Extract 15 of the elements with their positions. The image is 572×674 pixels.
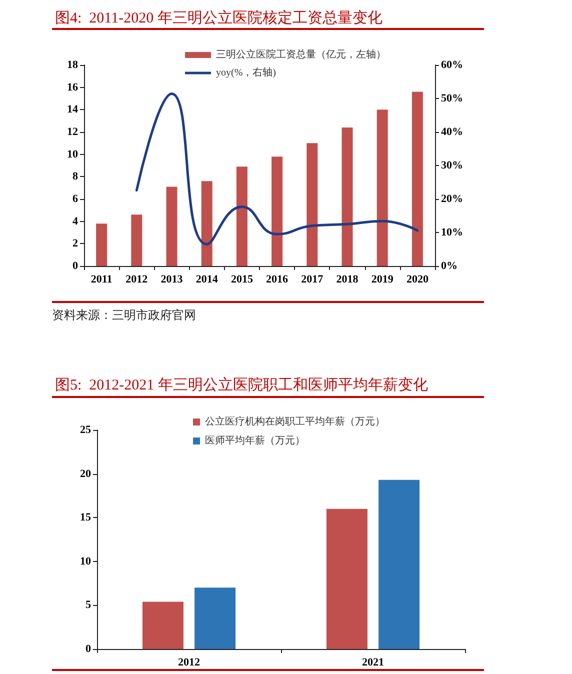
y-tick-label: 0 bbox=[86, 643, 92, 655]
x-tick-label: 2012 bbox=[178, 656, 200, 668]
y-tick-label: 10 bbox=[80, 555, 92, 568]
chart-title: 图5: 2012-2021 年三明公立医院职工和医师平均年薪变化 bbox=[55, 376, 428, 394]
bar bbox=[194, 588, 236, 649]
legend-label: 医师平均年薪（万元） bbox=[205, 434, 305, 446]
legend-label: 公立医疗机构在岗职工平均年薪（万元） bbox=[205, 416, 385, 428]
bar bbox=[142, 602, 184, 649]
bar bbox=[326, 508, 368, 649]
y-tick-label: 5 bbox=[86, 599, 92, 612]
x-tick-label: 2021 bbox=[362, 656, 384, 668]
y-tick-label: 25 bbox=[80, 424, 92, 436]
bar bbox=[378, 480, 420, 649]
y-tick-label: 20 bbox=[80, 468, 92, 480]
y-tick-label: 15 bbox=[80, 512, 92, 524]
